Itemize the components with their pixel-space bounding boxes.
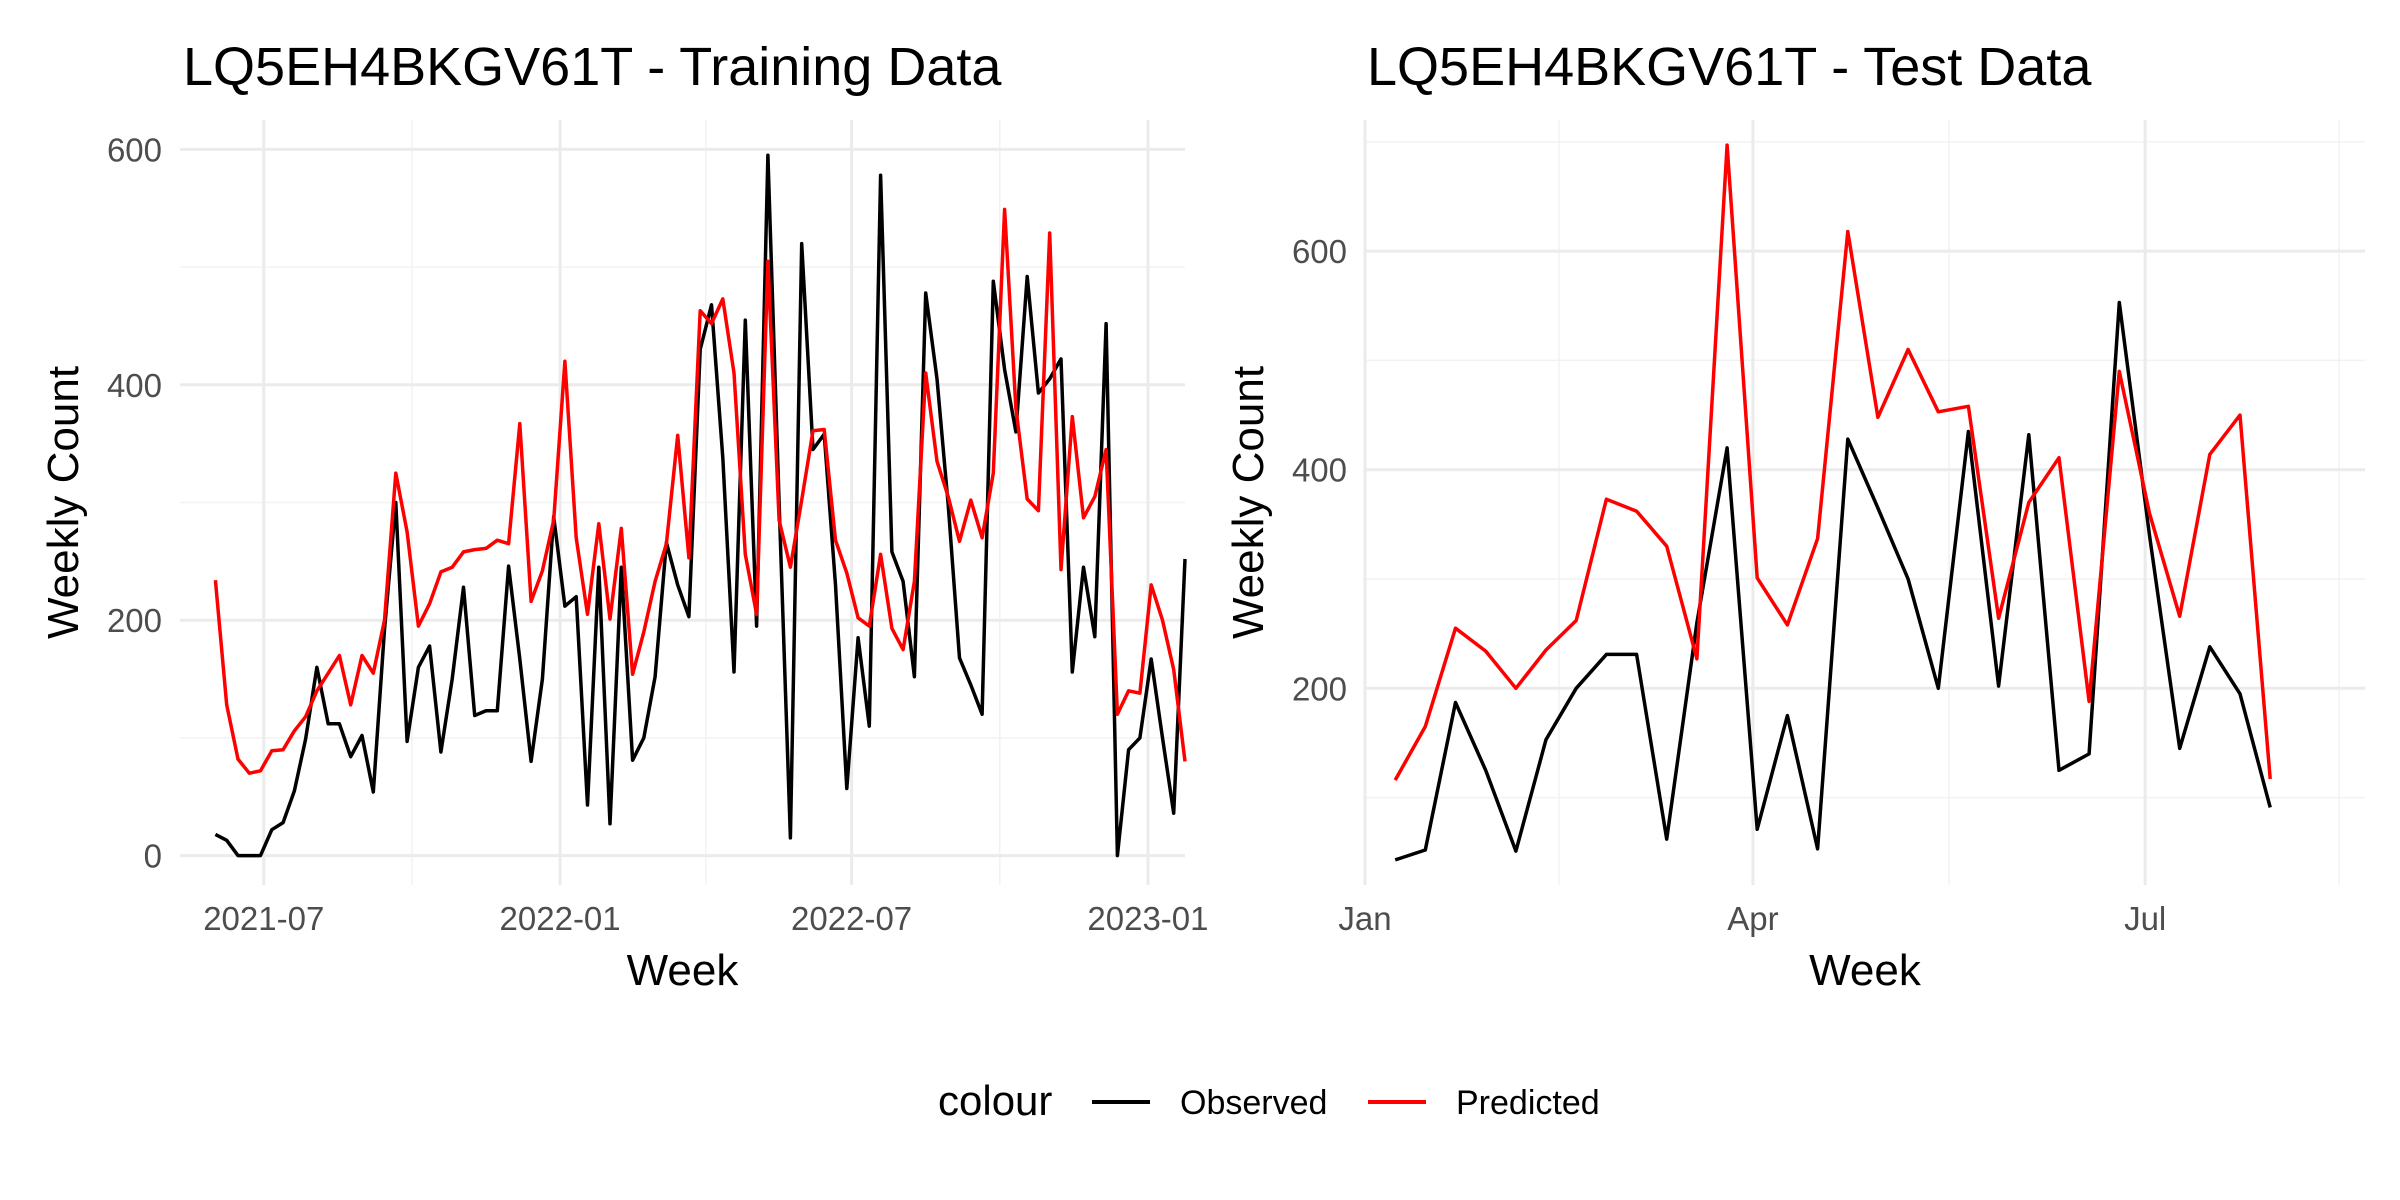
chart-title: LQ5EH4BKGV61T - Test Data xyxy=(1367,37,2092,97)
y-tick-label: 400 xyxy=(107,367,162,404)
series-line-observed xyxy=(214,153,1187,858)
y-tick-label: 200 xyxy=(1292,670,1347,707)
series-line-observed xyxy=(1394,300,2272,862)
y-axis-title: Weekly Count xyxy=(1224,366,1273,639)
x-tick-label: Jan xyxy=(1338,900,1391,937)
y-tick-label: 600 xyxy=(1292,233,1347,270)
y-tick-label: 200 xyxy=(107,602,162,639)
x-tick-label: 2022-01 xyxy=(500,900,621,937)
x-tick-label: 2021-07 xyxy=(203,900,324,937)
y-tick-label: 600 xyxy=(107,131,162,168)
legend: colour Observed Predicted xyxy=(938,1077,1600,1124)
y-axis-title: Weekly Count xyxy=(39,366,88,639)
legend-label-observed: Observed xyxy=(1180,1084,1327,1122)
y-tick-label: 400 xyxy=(1292,452,1347,489)
test-chart: 200 400 600 Jan Apr Jul LQ5EH4BKGV61T - Test D… xyxy=(1224,37,2365,995)
x-axis-title: Week xyxy=(627,946,740,995)
legend-title: colour xyxy=(938,1077,1052,1124)
legend-label-predicted: Predicted xyxy=(1456,1084,1600,1122)
x-tick-label: Jul xyxy=(2124,900,2166,937)
x-tick-label: 2022-07 xyxy=(791,900,912,937)
training-chart: 0 200 400 600 2021-07 2022-01 2022-07 2023-01 LQ… xyxy=(39,37,1209,995)
y-tick-label: 0 xyxy=(144,838,162,875)
chart-title: LQ5EH4BKGV61T - Training Data xyxy=(183,37,1002,97)
x-axis-title: Week xyxy=(1809,946,1922,995)
series-line-predicted xyxy=(213,207,1187,775)
x-tick-label: Apr xyxy=(1727,900,1778,937)
x-tick-label: 2023-01 xyxy=(1087,900,1208,937)
series-line-predicted xyxy=(1393,143,2272,781)
